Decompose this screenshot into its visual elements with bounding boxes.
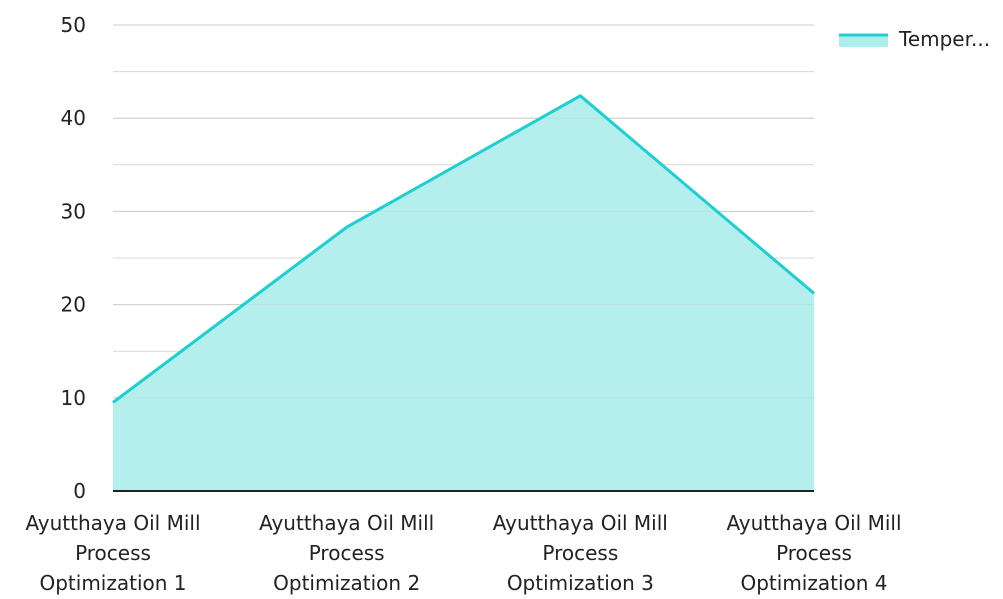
x-category-label-line: Ayutthaya Oil Mill: [493, 511, 668, 535]
y-axis-tick-labels: 0 10 20 30 40 50: [61, 13, 86, 503]
area-fill: [113, 95, 814, 491]
x-category-label-line: Optimization 3: [507, 571, 654, 595]
x-category-label-line: Process: [542, 541, 618, 565]
x-category-label-line: Optimization 1: [39, 571, 186, 595]
y-tick-label: 10: [61, 386, 86, 410]
series-line: [112, 94, 815, 404]
x-category-label-line: Ayutthaya Oil Mill: [259, 511, 434, 535]
x-category-label: Ayutthaya Oil Mill Process Optimization 4: [726, 511, 901, 595]
x-category-label-line: Optimization 2: [273, 571, 420, 595]
series-area: [112, 24, 815, 491]
x-category-label: Ayutthaya Oil Mill Process Optimization 2: [259, 511, 434, 595]
y-tick-label: 0: [73, 479, 86, 503]
x-category-label-line: Ayutthaya Oil Mill: [25, 511, 200, 535]
x-category-label-line: Process: [309, 541, 385, 565]
y-tick-label: 20: [61, 293, 86, 317]
x-category-label: Ayutthaya Oil Mill Process Optimization 3: [493, 511, 668, 595]
y-tick-label: 30: [61, 199, 86, 223]
y-tick-label: 50: [61, 13, 86, 37]
x-category-label: Ayutthaya Oil Mill Process Optimization 1: [25, 511, 200, 595]
x-category-label-line: Optimization 4: [740, 571, 887, 595]
legend: Temper...: [839, 27, 990, 51]
x-category-label-line: Process: [776, 541, 852, 565]
legend-label: Temper...: [898, 27, 990, 51]
y-tick-label: 40: [61, 106, 86, 130]
x-category-label-line: Process: [75, 541, 151, 565]
legend-swatch-fill: [839, 35, 888, 47]
x-category-label-line: Ayutthaya Oil Mill: [726, 511, 901, 535]
x-axis-category-labels: Ayutthaya Oil Mill Process Optimization 1A…: [25, 511, 901, 595]
